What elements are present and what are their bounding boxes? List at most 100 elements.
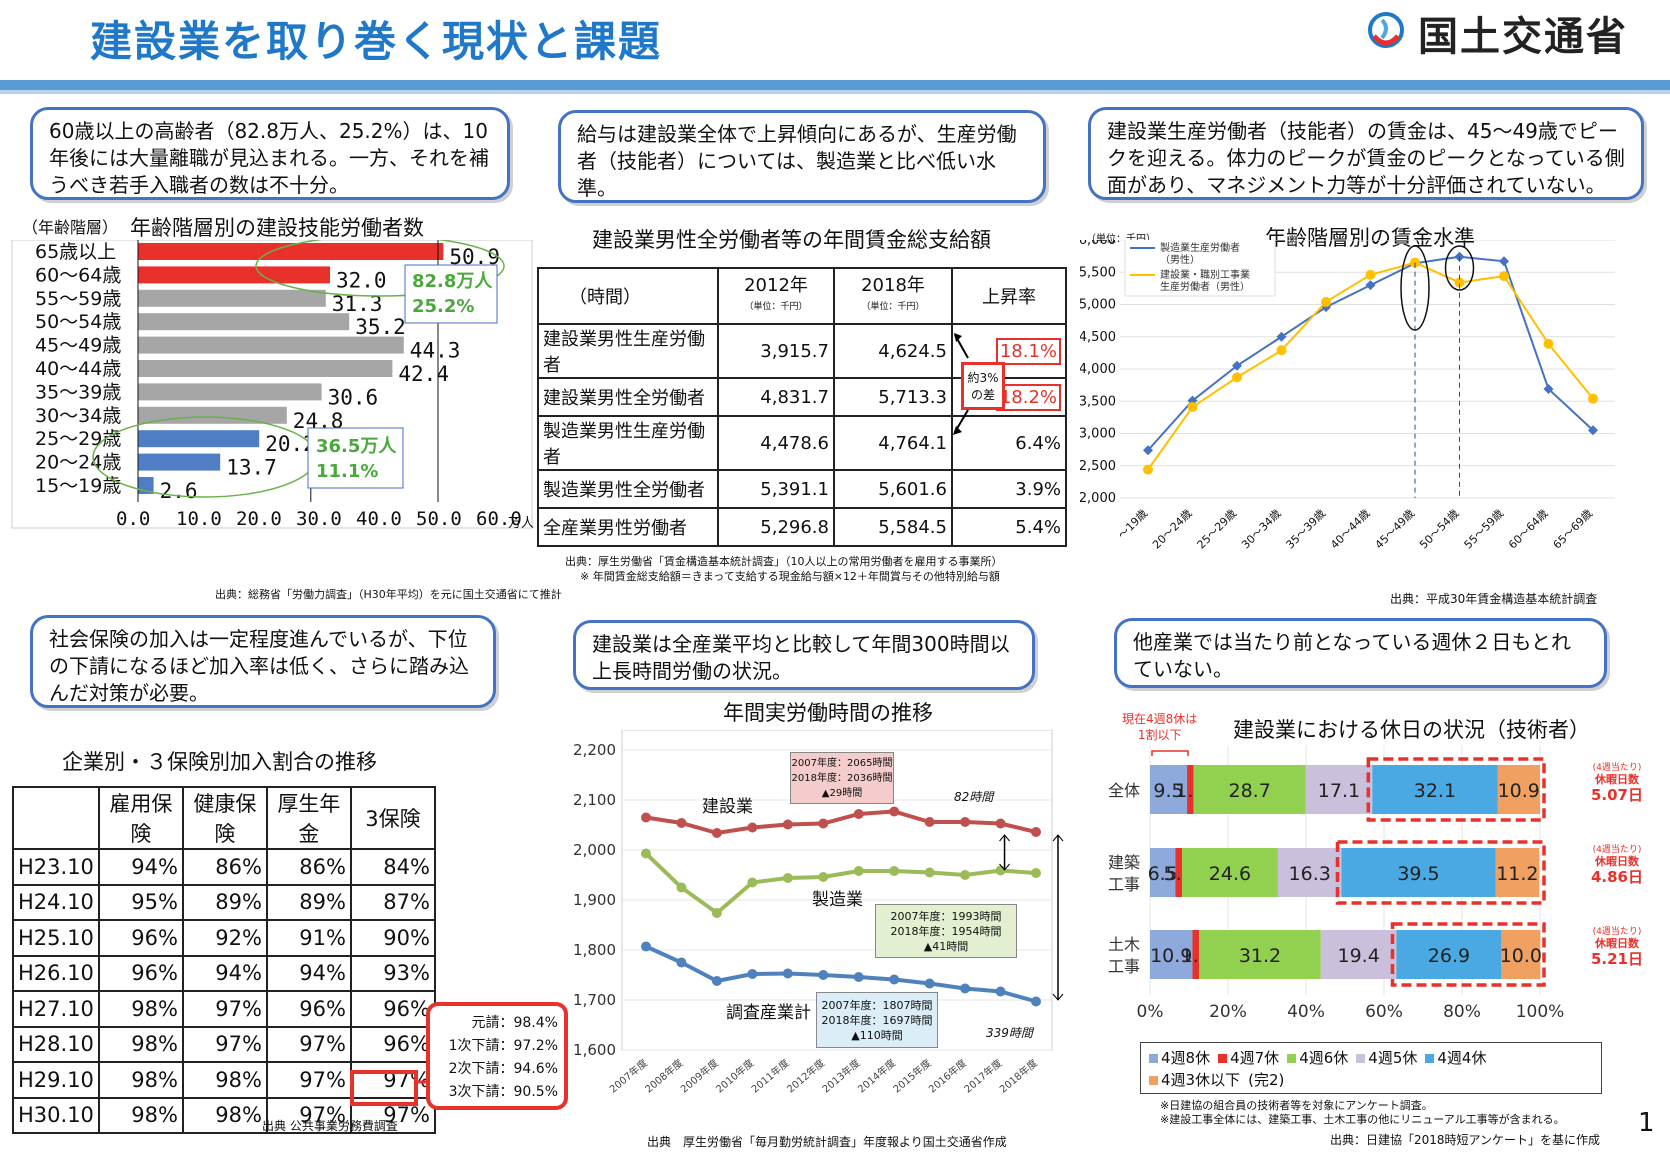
insurance-row-label: H24.10 bbox=[12, 883, 100, 921]
data-point bbox=[1187, 402, 1198, 413]
hours-box-line: 2007年度：1993時間 bbox=[890, 910, 1002, 923]
holiday-note-line: 現在4週8休は bbox=[1122, 712, 1198, 726]
tick-label: 50～54歳 bbox=[1417, 507, 1462, 552]
insurance-highlight bbox=[350, 1070, 418, 1106]
wage-row-2012: 5,296.8 bbox=[717, 507, 835, 547]
callout-aging: 60歳以上の高齢者（82.8万人、25.2%）は、10年後には大量離職が見込まれ… bbox=[30, 107, 510, 200]
data-point bbox=[1365, 269, 1376, 280]
age-chart-title: 年齢階層別の建設技能労働者数 bbox=[130, 216, 424, 240]
hours-box-line: ▲110時間 bbox=[851, 1029, 903, 1042]
legend-label: 生産労働者（男性） bbox=[1160, 280, 1250, 293]
data-point bbox=[1031, 868, 1041, 878]
wage-row-label: 全産業男性労働者 bbox=[537, 507, 719, 547]
tick-label: 2,500 bbox=[1080, 459, 1116, 474]
hours-box-line: 2007年度：2065時間 bbox=[791, 758, 893, 769]
data-point bbox=[889, 974, 900, 985]
wage-row: 全産業男性労働者 5,296.8 5,584.5 5.4% bbox=[537, 507, 1067, 547]
legend-frame bbox=[1124, 240, 1276, 297]
bar-segment bbox=[1181, 848, 1278, 897]
hours-box-line: 2018年度：1954時間 bbox=[890, 925, 1002, 938]
hours-title: 年間実労働時間の推移 bbox=[723, 701, 933, 725]
holiday-note-top: 現在4週8休は 1割以下 bbox=[1122, 711, 1197, 743]
bar bbox=[138, 430, 260, 448]
legend-swatch bbox=[1218, 1054, 1228, 1063]
wage-row-label: 建設業男性全労働者 bbox=[537, 377, 719, 417]
tick-label: 2007年度 bbox=[607, 1056, 650, 1095]
tick-label: 2013年度 bbox=[819, 1056, 862, 1095]
insurance-header-employment: 雇用保険 bbox=[97, 786, 184, 850]
tick-label: 2010年度 bbox=[713, 1056, 756, 1095]
tick-label: 30.0 bbox=[296, 508, 342, 530]
insurance-cell: 94% bbox=[181, 954, 268, 992]
category-label: 工事 bbox=[1108, 957, 1140, 976]
insurance-row-label: H28.10 bbox=[12, 1025, 100, 1063]
callout-hours: 建設業は全産業平均と比較して年間300時間以上長時間労働の状況。 bbox=[573, 620, 1035, 690]
hours-source: 出典 厚生労働省「毎月勤労統計調査」年度報より国土交通省作成 bbox=[647, 1135, 1007, 1149]
wage-header-rate: 上昇率 bbox=[951, 267, 1067, 325]
data-point bbox=[1232, 360, 1242, 371]
tick-label: 20% bbox=[1209, 1002, 1247, 1022]
wage-age-line-chart: 2,000 2,500 3,000 3,500 4,000 4,500 5,000 5,500… bbox=[1080, 240, 1615, 552]
holiday-source: 出典：日建協「2018時短アンケート」を基に作成 bbox=[1330, 1133, 1601, 1147]
holiday-days-line: 休暇日数 bbox=[1595, 855, 1639, 868]
data-point bbox=[818, 872, 829, 882]
holiday-stacked-bar-chart: 0% 20% 40% 60% 80% 100%全体 9.51.7 28.7 17.1 32.1 10… bbox=[1108, 745, 1564, 1022]
data-point bbox=[960, 870, 971, 880]
tick-label: 3,000 bbox=[1080, 427, 1116, 442]
bar-segment bbox=[1372, 765, 1498, 814]
legend-item: 4週5休 bbox=[1356, 1049, 1417, 1067]
wage-row-2012: 5,391.1 bbox=[717, 469, 835, 509]
tick-label: 80% bbox=[1443, 1002, 1481, 1022]
hours-box-line: 2007年度：1807時間 bbox=[821, 999, 933, 1012]
x-axis-unit: 万人 bbox=[508, 516, 534, 531]
data-label: 44.3 bbox=[410, 339, 461, 363]
tick-label: 4,000 bbox=[1080, 362, 1116, 377]
tick-label: 5,500 bbox=[1080, 265, 1116, 280]
insurance-row-label: H26.10 bbox=[12, 954, 100, 992]
bar bbox=[138, 313, 350, 331]
bracket bbox=[1151, 750, 1189, 756]
wage-table-source2: ※ 年間賃金総支給額＝きまって支給する現金給与額×12＋年間賞与その他特別給与額 bbox=[580, 570, 1000, 583]
bar-segment bbox=[1192, 930, 1200, 979]
bar-segment bbox=[1341, 848, 1496, 897]
hours-box-all: 2007年度：1807時間 2018年度：1697時間 ▲110時間 bbox=[816, 992, 938, 1048]
insurance-row: H27.10 98% 97% 96% 96% bbox=[12, 990, 436, 1028]
tick-label: 6,000 bbox=[1080, 240, 1116, 248]
data-point bbox=[747, 877, 758, 888]
data-point bbox=[1499, 271, 1509, 282]
legend-label: （男性） bbox=[1160, 253, 1200, 266]
tick-label: 65～69歳 bbox=[1551, 507, 1596, 552]
insurance-cell: 96% bbox=[97, 954, 184, 992]
callout-insurance: 社会保険の加入は一定程度進んでいるが、下位の下請になるほど加入率は低く、さらに踏… bbox=[30, 615, 496, 708]
legend-swatch bbox=[1149, 1054, 1158, 1063]
wage-rate-highlight: 18.1% bbox=[995, 337, 1061, 365]
insurance-cell: 86% bbox=[181, 848, 268, 886]
holiday-note-2: ※建設工事全体には、建築工事、土木工事の他にリニューアル工事等が含まれる。 bbox=[1160, 1113, 1565, 1126]
tick-label: 60% bbox=[1365, 1002, 1403, 1022]
category-label: 工事 bbox=[1108, 875, 1140, 894]
wage-row: 建設業男性生産労働者 3,915.7 4,624.5 18.1% bbox=[537, 323, 1067, 379]
age-chart-source: 出典：総務省「労働力調査」（H30年平均）を元に国土交通省にて推計 bbox=[215, 588, 562, 601]
tick-label: 2018年度 bbox=[997, 1056, 1040, 1095]
bar bbox=[138, 406, 287, 424]
data-point bbox=[1031, 827, 1041, 837]
hours-diff-339: 339時間 bbox=[986, 1026, 1033, 1040]
hours-label-all: 調査産業計 bbox=[726, 1003, 811, 1023]
hours-box-line: 2018年度：2036時間 bbox=[791, 773, 893, 784]
insurance-connector bbox=[416, 1080, 428, 1084]
insurance-header-blank bbox=[12, 786, 100, 850]
tick-label: 2012年度 bbox=[784, 1056, 827, 1095]
bar bbox=[138, 383, 322, 401]
data-point bbox=[747, 969, 758, 979]
category-label: 全体 bbox=[1108, 781, 1140, 800]
data-label: 26.9 bbox=[1428, 945, 1470, 967]
bar bbox=[138, 453, 221, 471]
bar-segment bbox=[1501, 930, 1541, 979]
insurance-cell: 95% bbox=[97, 883, 184, 921]
legend-label: 4週7休 bbox=[1230, 1049, 1280, 1067]
data-point bbox=[1588, 393, 1598, 404]
data-point bbox=[1276, 345, 1287, 356]
ministry-name: 国土交通省 bbox=[1418, 14, 1628, 60]
wage-rate-highlight: 18.2% bbox=[995, 383, 1061, 411]
insurance-cell: 98% bbox=[181, 1096, 268, 1134]
